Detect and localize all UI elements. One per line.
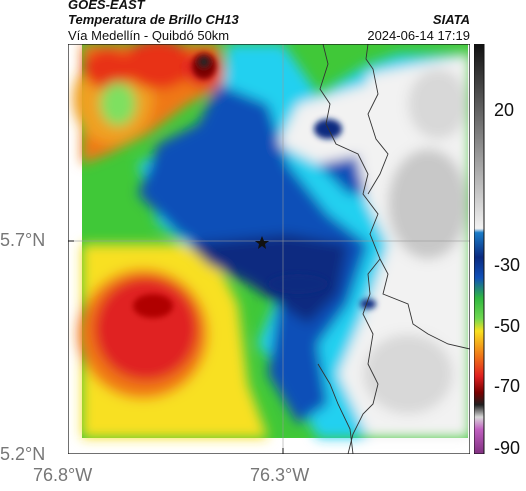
boundary-lines — [317, 44, 470, 454]
region-label: Vía Medellín - Quibdó 50km — [68, 28, 230, 43]
colorbar-label: -90 — [494, 438, 521, 458]
satellite-map — [68, 44, 470, 454]
lat-tick-label: 5.7°N — [0, 230, 46, 250]
colorbar — [474, 44, 485, 454]
product-label: Temperatura de Brillo CH13 — [68, 12, 239, 27]
product-title: Temperatura de Brillo CH13 SIATA — [68, 12, 470, 27]
colorbar-label: -70 — [494, 376, 521, 396]
datetime-label: 2024-06-14 17:19 — [367, 28, 470, 43]
satellite-label: GOES-EAST — [68, 0, 145, 12]
colorbar-label: -50 — [494, 316, 521, 336]
axis-ticks — [68, 240, 284, 454]
lon-tick-label: 76.3°W — [250, 465, 310, 485]
lon-tick-label: 76.8°W — [33, 465, 93, 485]
location-star-icon — [255, 236, 269, 249]
lat-tick-label: 5.2°N — [0, 444, 46, 464]
agency-label: SIATA — [432, 12, 470, 27]
colorbar-label: 20 — [494, 100, 515, 120]
region-line: Vía Medellín - Quibdó 50km 2024-06-14 17… — [68, 28, 470, 43]
colorbar-label: -30 — [494, 255, 521, 275]
